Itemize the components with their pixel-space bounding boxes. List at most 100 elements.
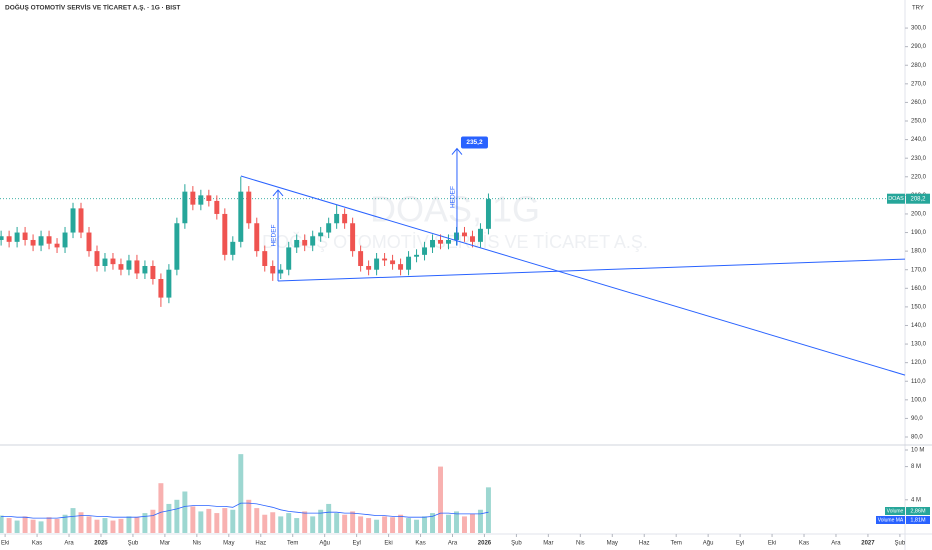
volume-legend-value: 2,86M: [910, 508, 926, 514]
volume-legend-value-tag: [906, 516, 930, 524]
volume-bar: [254, 508, 260, 533]
x-tick-label: Kas: [415, 541, 425, 547]
volume-bar: [318, 509, 324, 533]
x-tick-label: 2025: [94, 541, 108, 547]
volume-bar: [286, 513, 292, 533]
y-tick-label: 190,0: [911, 230, 927, 236]
volume-bar: [6, 518, 12, 533]
candle-body: [246, 191, 252, 224]
candle-body: [54, 243, 60, 248]
candle-body: [422, 247, 428, 255]
candle-body: [462, 232, 467, 237]
candle-body: [166, 269, 172, 298]
candle-body: [70, 208, 76, 233]
volume-legend-name: Volume: [887, 508, 904, 514]
target-value-box: [460, 136, 488, 149]
volume-bar: [46, 517, 52, 533]
volume-bar: [22, 516, 28, 533]
volume-bar: [142, 513, 148, 533]
candle-body: [190, 191, 196, 205]
candle-body: [286, 247, 292, 270]
volume-bar: [78, 512, 84, 533]
candle-body: [262, 251, 268, 266]
arrow-head: [272, 189, 284, 197]
volume-bar: [190, 506, 196, 533]
volume-bar: [262, 514, 268, 533]
symbol-tag: [887, 193, 905, 204]
candle-body: [38, 236, 44, 246]
candle-body: [62, 232, 68, 248]
x-tick-label: 2026: [478, 541, 492, 547]
y-tick-label: 120,0: [911, 360, 927, 366]
volume-bar: [366, 518, 372, 533]
candle-body: [206, 195, 212, 201]
y-tick-label: 250,0: [911, 119, 927, 125]
x-tick-label: Mar: [543, 541, 553, 547]
volume-bar: [454, 511, 459, 533]
candle-body: [398, 264, 404, 270]
y-tick-label: 110,0: [911, 379, 926, 385]
candle-body: [238, 191, 244, 242]
target-value: 235,2: [466, 139, 483, 146]
y-tick-label: 160,0: [911, 286, 927, 292]
volume-bar: [342, 514, 348, 533]
trend-line: [240, 175, 906, 376]
volume-ma-line: [1, 502, 489, 519]
volume-bar: [485, 487, 491, 533]
x-tick-label: May: [607, 541, 618, 547]
x-tick-label: Ağu: [319, 541, 330, 547]
volume-bar: [246, 499, 252, 533]
volume-legend-tag: [876, 516, 905, 524]
y-tick-label: 270,0: [911, 81, 927, 87]
volume-bar: [110, 520, 116, 533]
candle-body: [102, 258, 108, 266]
volume-bar: [390, 517, 396, 533]
volume-bar: [430, 513, 436, 533]
x-tick-label: May: [223, 541, 234, 547]
x-tick-label: Kas: [32, 541, 42, 547]
volume-tick-label: 10 M: [911, 448, 924, 454]
volume-bar: [134, 517, 140, 533]
candle-body: [22, 232, 28, 240]
candle-body: [118, 264, 124, 270]
candle-body: [406, 256, 412, 270]
candle-body: [477, 228, 483, 242]
x-tick-label: Eki: [1, 541, 9, 547]
x-tick-label: Ağu: [703, 541, 714, 547]
target-label: HEDEF: [271, 224, 278, 246]
y-tick-label: 200,0: [911, 212, 927, 218]
y-tick-label: 260,0: [911, 100, 927, 106]
x-tick-label: Ara: [448, 541, 458, 547]
volume-bar: [477, 509, 483, 533]
x-tick-label: Eyl: [736, 541, 744, 547]
x-tick-label: Mar: [160, 541, 170, 547]
volume-bar: [14, 520, 20, 533]
candle-body: [366, 265, 372, 270]
candle-body: [142, 265, 148, 274]
volume-bar: [222, 508, 228, 533]
candle-body: [334, 213, 340, 224]
x-tick-label: Eki: [768, 541, 776, 547]
volume-bar: [166, 503, 172, 533]
volume-bar: [70, 508, 76, 533]
volume-bar: [350, 511, 356, 533]
y-tick-label: 220,0: [911, 174, 927, 180]
volume-bar: [302, 511, 308, 533]
y-tick-label: 300,0: [911, 26, 927, 32]
x-tick-label: Tem: [671, 541, 682, 547]
volume-tick-label: 8 M: [911, 464, 921, 470]
volume-legend-value: 1,81M: [910, 517, 926, 523]
volume-bar: [182, 491, 188, 533]
candle-body: [469, 236, 475, 242]
y-tick-label: 280,0: [911, 63, 927, 69]
x-tick-label: Şub: [895, 541, 906, 547]
volume-bar: [310, 516, 316, 533]
candle-body: [358, 251, 364, 266]
candle-body: [174, 223, 180, 270]
watermark-name: DOĞUŞ OTOMOTİV SERVİS VE TİCARET A.Ş.: [262, 231, 648, 252]
volume-bar: [446, 514, 451, 533]
volume-bar: [198, 511, 204, 533]
volume-bar: [469, 513, 475, 533]
x-tick-label: Şub: [128, 541, 139, 547]
